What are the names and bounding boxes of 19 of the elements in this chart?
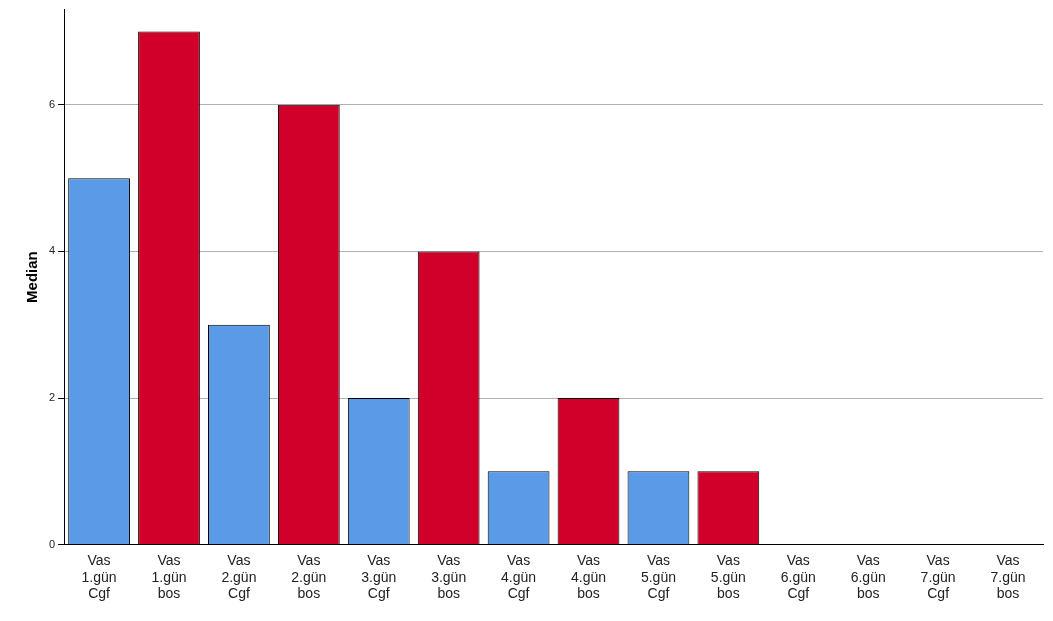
x-tick-label: Vas 5.gün bos	[710, 551, 746, 602]
y-axis-title: Median	[23, 251, 41, 303]
x-tick-label: Vas 5.gün Cgf	[640, 551, 676, 602]
x-tick-label: Vas 6.gün Cgf	[780, 551, 816, 602]
y-tick-label: 0	[48, 537, 56, 550]
x-tick-label: Vas 3.gün bos	[431, 551, 467, 602]
x-tick-label: Vas 2.gün Cgf	[221, 551, 257, 602]
x-tick-label: Vas 2.gün bos	[291, 551, 327, 602]
y-tick-label: 4	[48, 244, 56, 257]
x-tick-label: Vas 1.gün bos	[151, 551, 187, 602]
x-tick-label: Vas 4.gün bos	[571, 551, 607, 602]
y-tick-label: 6	[48, 97, 56, 110]
x-tick-label: Vas 7.gün Cgf	[920, 551, 956, 602]
x-tick-label: Vas 6.gün bos	[850, 551, 886, 602]
y-tick-label: 2	[48, 391, 56, 404]
x-tick-label: Vas 3.gün Cgf	[361, 551, 397, 602]
x-tick-label: Vas 7.gün bos	[990, 551, 1026, 602]
x-tick-label: Vas 1.gün Cgf	[81, 551, 117, 602]
x-tick-label: Vas 4.gün Cgf	[501, 551, 537, 602]
